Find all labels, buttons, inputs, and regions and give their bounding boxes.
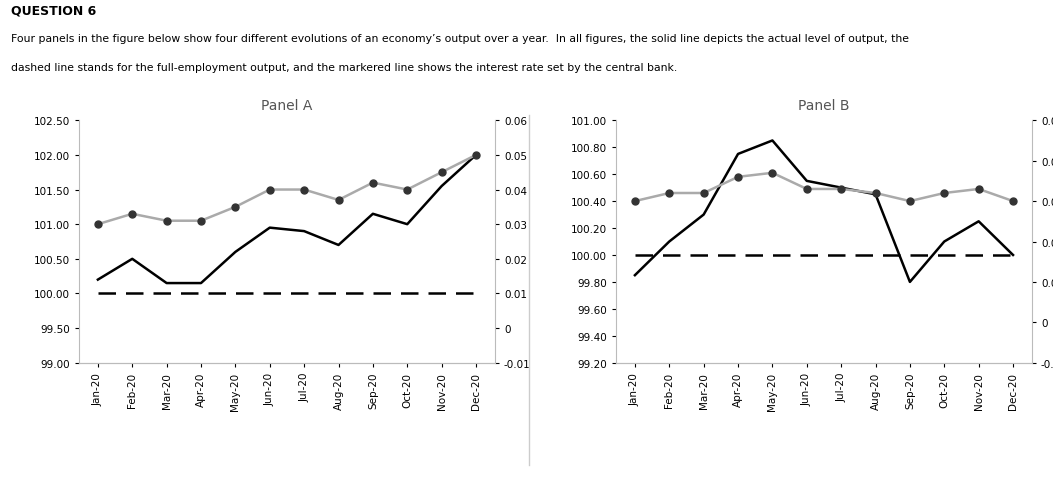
Text: Four panels in the figure below show four different evolutions of an economy’s o: Four panels in the figure below show fou… xyxy=(11,34,909,44)
Title: Panel A: Panel A xyxy=(261,99,313,113)
Text: QUESTION 6: QUESTION 6 xyxy=(11,5,96,18)
Title: Panel B: Panel B xyxy=(798,99,850,113)
Text: dashed line stands for the full-employment output, and the markered line shows t: dashed line stands for the full-employme… xyxy=(11,63,677,73)
